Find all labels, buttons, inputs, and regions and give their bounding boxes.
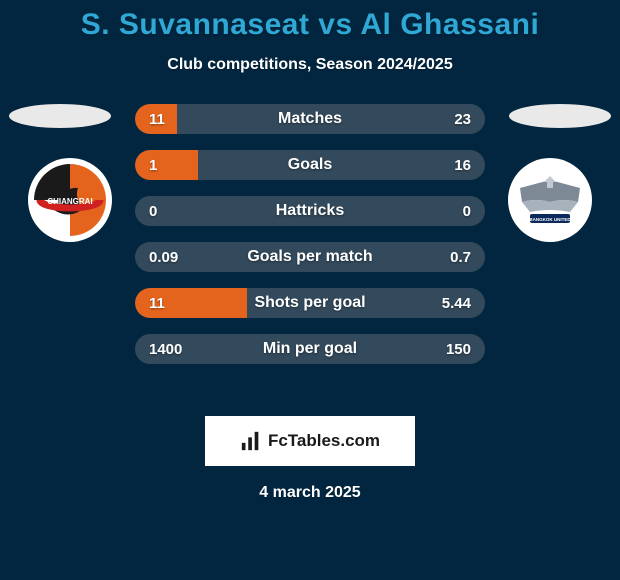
stat-row: Goals per match0.09 0.7 [135, 242, 485, 272]
chart-bars-icon [240, 430, 262, 452]
stat-row: Matches11 23 [135, 104, 485, 134]
stat-value-left: 11 [149, 111, 165, 128]
stat-value-right: 150 [446, 341, 471, 358]
club-badge-left: CHIANGRAI [20, 158, 120, 243]
player-shadow-left [9, 104, 111, 128]
date-text: 4 march 2025 [0, 484, 620, 502]
stats-arena: CHIANGRAI BANGKOK UNITED Matches1123Goal… [0, 104, 620, 404]
club-abbrev-left: CHIANGRAI [47, 197, 92, 206]
stat-label: Goals [135, 156, 485, 174]
stat-bars: Matches1123Goals116Hattricks00Goals per … [135, 104, 485, 380]
club-abbrev-right: BANGKOK UNITED [529, 217, 571, 222]
stat-row: Hattricks0 0 [135, 196, 485, 226]
stat-value-right: 16 [454, 157, 471, 174]
watermark-text: FcTables.com [268, 431, 380, 451]
page-title: S. Suvannaseat vs Al Ghassani [0, 8, 620, 42]
club-crest-left-icon: CHIANGRAI [20, 158, 120, 243]
stat-value-left: 1400 [149, 341, 182, 358]
stat-row: Shots per goal11 5.44 [135, 288, 485, 318]
stat-label: Hattricks [135, 202, 485, 220]
club-crest-right-icon: BANGKOK UNITED [500, 158, 600, 243]
subtitle: Club competitions, Season 2024/2025 [0, 56, 620, 74]
stat-row: Min per goal1400 150 [135, 334, 485, 364]
player-shadow-right [509, 104, 611, 128]
stat-value-right: 0.7 [450, 249, 471, 266]
stat-value-left: 11 [149, 295, 165, 312]
stat-value-left: 0 [149, 203, 157, 220]
stat-label: Goals per match [135, 248, 485, 266]
stat-value-right: 23 [454, 111, 471, 128]
stat-value-right: 0 [463, 203, 471, 220]
comparison-card: S. Suvannaseat vs Al Ghassani Club compe… [0, 0, 620, 580]
stat-label: Matches [135, 110, 485, 128]
stat-row: Goals1 16 [135, 150, 485, 180]
stat-value-right: 5.44 [442, 295, 471, 312]
watermark: FcTables.com [205, 416, 415, 466]
stat-value-left: 0.09 [149, 249, 178, 266]
stat-value-left: 1 [149, 157, 157, 174]
club-badge-right: BANGKOK UNITED [500, 158, 600, 243]
stat-label: Min per goal [135, 340, 485, 358]
stat-label: Shots per goal [135, 294, 485, 312]
